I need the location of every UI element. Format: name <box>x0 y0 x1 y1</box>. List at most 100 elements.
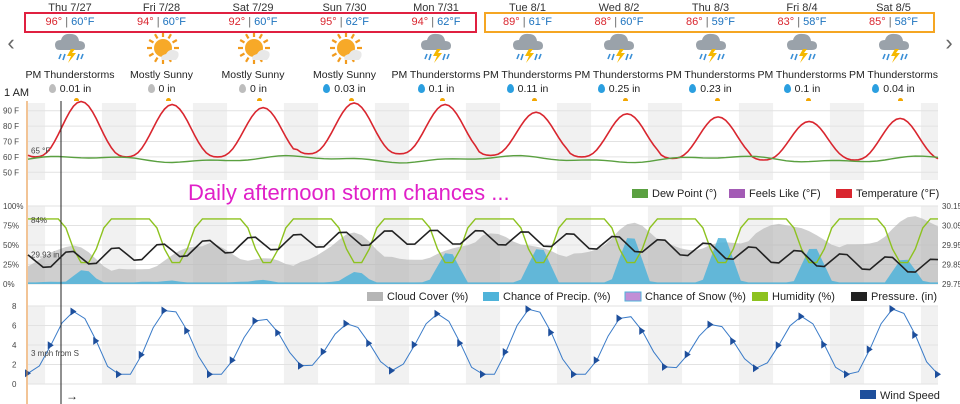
high-temp: 92° <box>228 16 246 28</box>
thunderstorm-icon <box>786 32 820 64</box>
current-pressure-label: 29.93 in <box>31 250 59 259</box>
condition-label: PM Thunderstorms <box>665 69 756 81</box>
low-temp: 60°F <box>620 16 644 28</box>
sunrise-marker <box>806 98 811 101</box>
condition-label: PM Thunderstorms <box>482 69 573 81</box>
legend-label: Pressure. (in) <box>871 291 937 303</box>
dewpoint-line <box>27 154 939 164</box>
condition-label: Mostly Sunny <box>312 69 377 81</box>
day-column[interactable]: Wed 8/2 88° | 60°F PM Thunderstorms 0.25 in <box>573 0 665 95</box>
sunrise-marker <box>440 98 445 101</box>
day-name: Tue 8/1 <box>509 2 546 14</box>
day-temps: 95° | 62°F <box>320 16 369 28</box>
wind-direction-arrow <box>480 370 486 379</box>
day-temps: 94° | 62°F <box>411 16 461 28</box>
legend-swatch <box>860 390 876 399</box>
day-name: Fri 8/4 <box>786 2 818 14</box>
high-temp: 86° <box>686 16 703 28</box>
wind-direction-arrow <box>366 339 373 348</box>
y2-tick-label: 29.95 <box>942 241 960 250</box>
precip-amount: 0.03 in <box>299 83 391 95</box>
day-name: Sun 7/30 <box>322 2 367 14</box>
wind-direction-arrow <box>343 319 350 328</box>
high-temp: 95° <box>320 16 337 28</box>
y-tick-label: 50 F <box>3 168 19 177</box>
day-column[interactable]: Thu 7/27 96° | 60°F PM Thunderstorms 0.01 i… <box>24 0 116 95</box>
day-column[interactable]: Mon 7/31 94° | 62°F PM Thunderstorms 0.1 in <box>390 0 482 95</box>
day-temps: 83° | 58°F <box>777 16 827 28</box>
y-tick-label: 90 F <box>3 107 19 116</box>
sunrise-marker <box>623 98 628 101</box>
day-temps: 89° | 61°F <box>503 16 552 28</box>
thunderstorm-icon <box>695 32 729 64</box>
y-tick-label: 70 F <box>3 138 19 147</box>
precip-amount: 0 in <box>207 83 299 95</box>
thunderstorm-icon <box>512 32 546 64</box>
day-column[interactable]: Tue 8/1 89° | 61°F PM Thunderstorms 0.11 in <box>482 0 574 95</box>
y-tick-label: 6 <box>12 322 17 331</box>
wind-direction-arrow <box>229 356 236 365</box>
current-humidity-label: 84% <box>31 216 47 225</box>
highlight-box-hot <box>24 12 477 33</box>
prev-arrow-icon[interactable]: ‹ <box>7 30 15 55</box>
next-arrow-icon[interactable]: › <box>945 30 953 55</box>
highlight-box-cooler <box>484 12 935 33</box>
sun-icon <box>146 32 180 64</box>
wind-direction-arrow <box>502 348 509 357</box>
y-tick-label: 8 <box>12 302 17 311</box>
raindrop-icon <box>147 84 155 93</box>
legend-label: Wind Speed <box>880 390 940 402</box>
day-column[interactable]: Sat 8/5 85° | 58°F PM Thunderstorms 0.04 in <box>848 0 940 95</box>
day-column[interactable]: Sun 7/30 95° | 62°F Mostly Sunny 0.03 in <box>299 0 391 95</box>
wind-direction-arrow <box>116 370 122 379</box>
raindrop-icon <box>323 84 331 93</box>
condition-label: PM Thunderstorms <box>757 69 847 81</box>
day-name: Sat 8/5 <box>876 2 911 14</box>
y2-tick-label: 29.75 <box>942 280 960 289</box>
wind-direction-arrow <box>889 304 896 313</box>
day-column[interactable]: Thu 8/3 86° | 59°F PM Thunderstorms 0.23 in <box>665 0 757 95</box>
precip-amount: 0.25 in <box>573 83 665 95</box>
day-temps: 86° | 59°F <box>686 16 735 28</box>
day-column[interactable]: Fri 7/28 94° | 60°F Mostly Sunny 0 in <box>116 0 208 95</box>
day-column[interactable]: Sat 7/29 92° | 60°F Mostly Sunny 0 in <box>207 0 299 95</box>
sunrise-marker <box>531 98 537 101</box>
day-name: Thu 7/27 <box>48 2 92 14</box>
precip-chance-area <box>28 238 938 284</box>
legend-label: Cloud Cover (%) <box>387 291 468 303</box>
thunderstorm-icon <box>603 32 637 64</box>
wind-direction-arrow <box>525 305 532 314</box>
day-temps: 88° | 60°F <box>594 16 644 28</box>
thunderstorm-icon <box>420 32 454 64</box>
high-temp: 83° <box>777 16 795 28</box>
wind-direction-arrow <box>275 328 282 337</box>
raindrop-icon <box>48 84 56 93</box>
condition-label: PM Thunderstorms <box>848 69 939 81</box>
sunrise-marker <box>348 98 354 101</box>
day-name: Sat 7/29 <box>232 2 274 14</box>
wind-direction-arrow <box>616 314 623 323</box>
legend-swatch <box>632 189 648 198</box>
sun-icon <box>329 32 363 64</box>
precip-amount: 0.11 in <box>482 83 574 95</box>
raindrop-icon <box>689 84 697 93</box>
y2-tick-label: 30.05 <box>942 222 960 231</box>
legend-swatch <box>851 292 867 301</box>
wind-direction-arrow <box>252 316 259 325</box>
wind-direction-arrow <box>389 366 395 375</box>
wind-direction-arrow <box>434 309 441 318</box>
temperature-line <box>27 100 939 161</box>
condition-label: Mostly Sunny <box>129 69 194 81</box>
legend-swatch <box>624 291 642 302</box>
y-tick-label: 25% <box>3 261 19 270</box>
wind-direction-arrow <box>821 340 828 349</box>
low-temp: 60°F <box>71 16 95 28</box>
day-column[interactable]: Fri 8/4 83° | 58°F PM Thunderstorms 0.1 in <box>756 0 848 95</box>
wind-direction-arrow <box>753 364 759 373</box>
precip-amount: 0.1 in <box>756 83 848 95</box>
day-temps: 92° | 60°F <box>228 16 278 28</box>
high-temp: 85° <box>869 16 886 28</box>
annotation-text: Daily afternoon storm chances ... <box>188 180 510 205</box>
wind-direction-arrow <box>935 370 941 379</box>
